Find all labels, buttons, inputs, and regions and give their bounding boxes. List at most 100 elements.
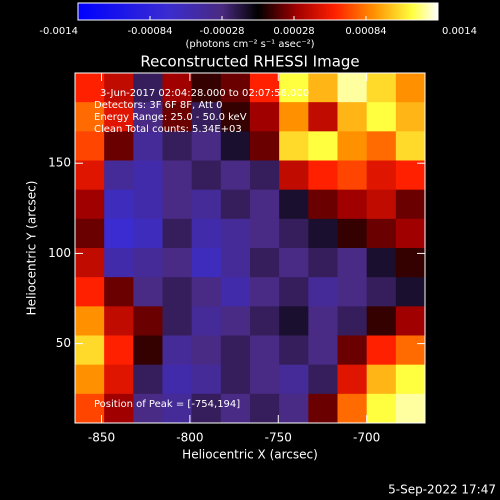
- heatmap-cell: [75, 73, 105, 103]
- heatmap-cell: [162, 102, 193, 132]
- heatmap-cell: [279, 218, 309, 249]
- heatmap-cell: [75, 335, 105, 366]
- heatmap-cell: [395, 335, 426, 366]
- heatmap-cell: [75, 306, 105, 336]
- heatmap: [75, 73, 426, 424]
- heatmap-cell: [337, 306, 368, 336]
- heatmap-cell: [250, 131, 280, 161]
- heatmap-cell: [395, 277, 426, 307]
- heatmap-cell: [191, 335, 222, 366]
- chart-title: Reconstructed RHESSI Image: [140, 53, 359, 71]
- heatmap-cell: [75, 393, 105, 424]
- heatmap-cell: [75, 277, 105, 307]
- heatmap-cell: [162, 393, 193, 424]
- heatmap-cell: [220, 393, 251, 424]
- colorbar-tick-label: 0.00028: [273, 26, 314, 37]
- heatmap-cell: [104, 335, 134, 366]
- heatmap-cell: [366, 102, 397, 132]
- heatmap-cell: [395, 393, 426, 424]
- colorbar-label: (photons cm⁻² s⁻¹ asec⁻²): [185, 39, 314, 50]
- heatmap-cell: [133, 277, 163, 307]
- heatmap-cell: [133, 335, 163, 366]
- heatmap-cell: [250, 160, 280, 191]
- y-axis-label: Heliocentric Y (arcsec): [25, 181, 39, 316]
- heatmap-cell: [104, 277, 134, 307]
- heatmap-cell: [191, 131, 222, 161]
- heatmap-cell: [308, 218, 338, 249]
- x-tick-label: -750: [265, 431, 292, 445]
- heatmap-cell: [104, 73, 134, 103]
- heatmap-cell: [104, 189, 134, 220]
- heatmap-cell: [133, 218, 163, 249]
- heatmap-cell: [395, 306, 426, 336]
- x-tick-label: -850: [88, 431, 115, 445]
- heatmap-cell: [162, 189, 193, 220]
- heatmap-cell: [395, 248, 426, 278]
- heatmap-cell: [250, 189, 280, 220]
- heatmap-cell: [250, 218, 280, 249]
- heatmap-cell: [337, 335, 368, 366]
- heatmap-cell: [279, 102, 309, 132]
- heatmap-cell: [220, 73, 251, 103]
- y-tick-label: 50: [56, 336, 71, 350]
- heatmap-cell: [250, 393, 280, 424]
- heatmap-cell: [395, 102, 426, 132]
- heatmap-cell: [250, 277, 280, 307]
- heatmap-cell: [308, 364, 338, 395]
- heatmap-cell: [133, 73, 163, 103]
- heatmap-cell: [75, 364, 105, 395]
- heatmap-cell: [104, 364, 134, 395]
- heatmap-cell: [366, 160, 397, 191]
- annotation: Clean Total counts: 5.34E+03: [94, 124, 242, 135]
- x-tick-label: -800: [176, 431, 203, 445]
- annotation: Detectors: 3F 6F 8F, Att 0: [94, 100, 222, 111]
- heatmap-cell: [337, 131, 368, 161]
- heatmap-cell: [337, 102, 368, 132]
- heatmap-cell: [337, 160, 368, 191]
- heatmap-cell: [104, 393, 134, 424]
- peak-label: Position of Peak = [-754,194]: [94, 399, 240, 410]
- heatmap-cell: [220, 277, 251, 307]
- colorbar-tick-label: -0.00028: [200, 26, 245, 37]
- heatmap-cell: [279, 335, 309, 366]
- heatmap-cell: [279, 160, 309, 191]
- heatmap-cell: [366, 73, 397, 103]
- heatmap-cell: [220, 131, 251, 161]
- heatmap-cell: [191, 306, 222, 336]
- heatmap-cell: [75, 102, 105, 132]
- x-tick-label: -700: [353, 431, 380, 445]
- heatmap-cell: [133, 364, 163, 395]
- heatmap-cell: [337, 73, 368, 103]
- heatmap-cell: [366, 218, 397, 249]
- y-tick-label: 150: [48, 156, 71, 170]
- annotation: 3-Jun-2017 02:04:28.000 to 02:07:56.000: [100, 88, 309, 99]
- colorbar: [77, 2, 439, 21]
- heatmap-cell: [308, 393, 338, 424]
- heatmap-cell: [337, 364, 368, 395]
- plot-frame: [74, 72, 426, 424]
- heatmap-cell: [191, 248, 222, 278]
- heatmap-cell: [337, 393, 368, 424]
- heatmap-cell: [279, 131, 309, 161]
- heatmap-cell: [366, 248, 397, 278]
- heatmap-cell: [337, 189, 368, 220]
- colorbar-tick-label: 0.00084: [345, 26, 386, 37]
- heatmap-cell: [220, 364, 251, 395]
- heatmap-cell: [279, 306, 309, 336]
- heatmap-cell: [366, 306, 397, 336]
- heatmap-cell: [162, 218, 193, 249]
- y-tick-label: 100: [48, 246, 71, 260]
- heatmap-cell: [104, 248, 134, 278]
- heatmap-cell: [133, 189, 163, 220]
- heatmap-cell: [308, 102, 338, 132]
- heatmap-cell: [279, 189, 309, 220]
- heatmap-cell: [250, 306, 280, 336]
- heatmap-cell: [366, 393, 397, 424]
- heatmap-cell: [250, 248, 280, 278]
- heatmap-cell: [104, 102, 134, 132]
- heatmap-cell: [104, 218, 134, 249]
- heatmap-cell: [75, 189, 105, 220]
- heatmap-cell: [250, 364, 280, 395]
- heatmap-cell: [191, 277, 222, 307]
